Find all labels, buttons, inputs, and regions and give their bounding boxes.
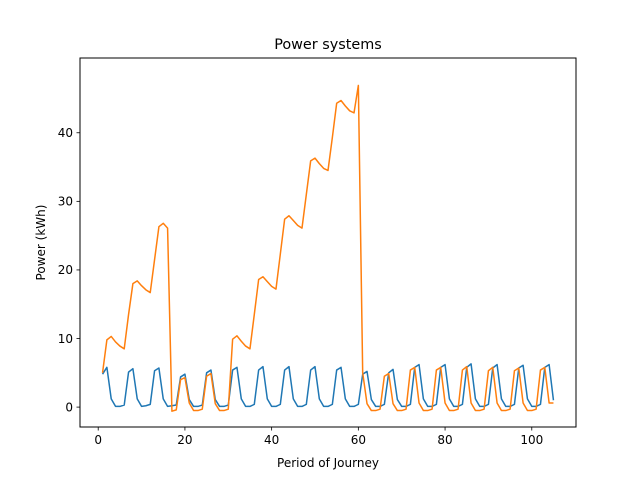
- y-axis-label: Power (kWh): [34, 205, 48, 281]
- y-tick-label: 30: [58, 195, 73, 209]
- x-tick-label: 20: [177, 433, 192, 447]
- x-axis-label: Period of Journey: [277, 456, 379, 470]
- chart-title: Power systems: [274, 37, 382, 53]
- x-tick-label: 0: [94, 433, 102, 447]
- x-tick-label: 100: [520, 433, 543, 447]
- y-tick-label: 0: [65, 400, 73, 414]
- y-tick-label: 40: [58, 126, 73, 140]
- y-tick-label: 10: [58, 332, 73, 346]
- axes-frame: [79, 57, 577, 428]
- y-axis-ticks: 0 10 20 30 40: [58, 126, 80, 414]
- x-tick-label: 80: [437, 433, 452, 447]
- x-tick-label: 60: [351, 433, 366, 447]
- y-tick-label: 20: [58, 263, 73, 277]
- x-tick-label: 40: [264, 433, 279, 447]
- x-axis-ticks: 0 20 40 60 80 100: [94, 427, 543, 447]
- series-line-2: [101, 84, 554, 412]
- plot-area: [101, 84, 555, 412]
